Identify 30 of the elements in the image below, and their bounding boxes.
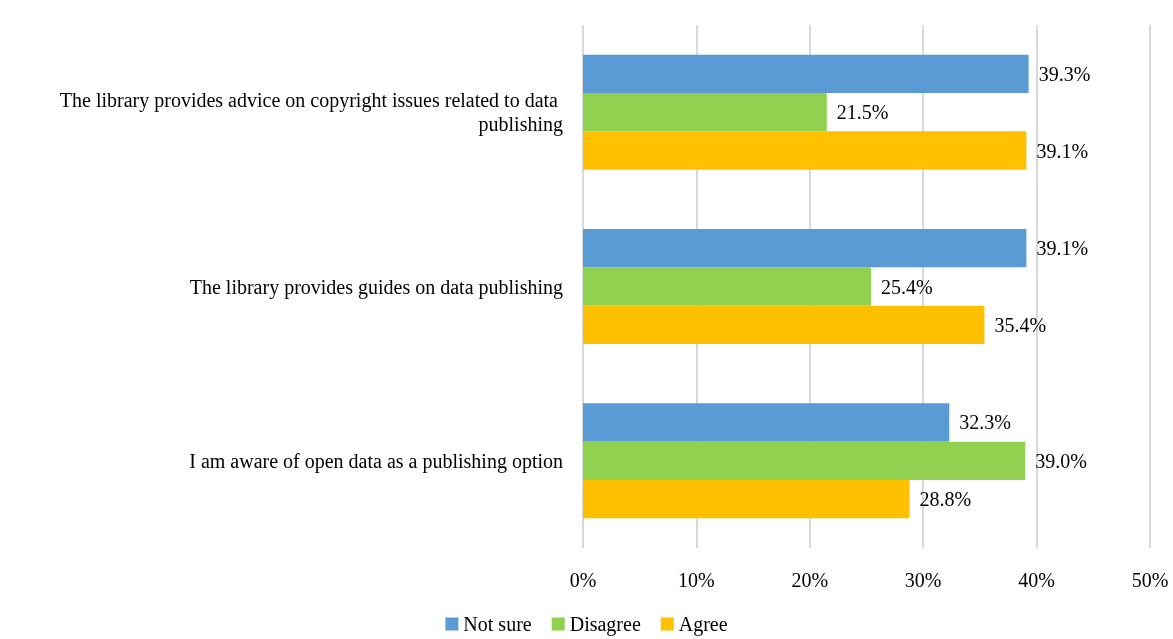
data-label: 39.3% [1038,62,1091,85]
bar [583,441,1026,481]
data-label: 35.4% [994,313,1047,336]
bar [583,54,1029,93]
data-label: 25.4% [881,275,933,298]
y-tick-label: I am aware of open data as a publishing option [189,449,563,473]
bar [583,228,1027,268]
bar [583,480,910,519]
x-tick-label: 20% [791,569,829,591]
data-label: 32.3% [959,411,1011,434]
bar [583,92,827,132]
bar [583,131,1027,170]
x-tick-label: 30% [904,569,942,591]
bar [583,305,985,345]
x-tick-label: 0% [569,569,597,591]
data-label: 28.8% [919,488,972,511]
data-label: 21.5% [836,101,889,124]
x-tick-label: 10% [678,569,715,591]
bar [583,267,872,306]
x-tick-label: 40% [1018,569,1055,591]
bar [583,403,950,442]
legend-label: Not sure [463,613,532,635]
y-tick-label: The library provides advice on copyright issues related to data publishing [59,89,563,137]
data-label: 39.1% [1036,237,1089,260]
data-label: 39.1% [1036,139,1089,162]
data-label: 39.0% [1035,449,1087,472]
legend-label: Disagree [569,613,641,636]
x-tick-label: 50% [1131,569,1169,591]
legend-label: Agree [678,613,728,636]
y-tick-label: The library provides guides on data publishing [189,275,563,299]
